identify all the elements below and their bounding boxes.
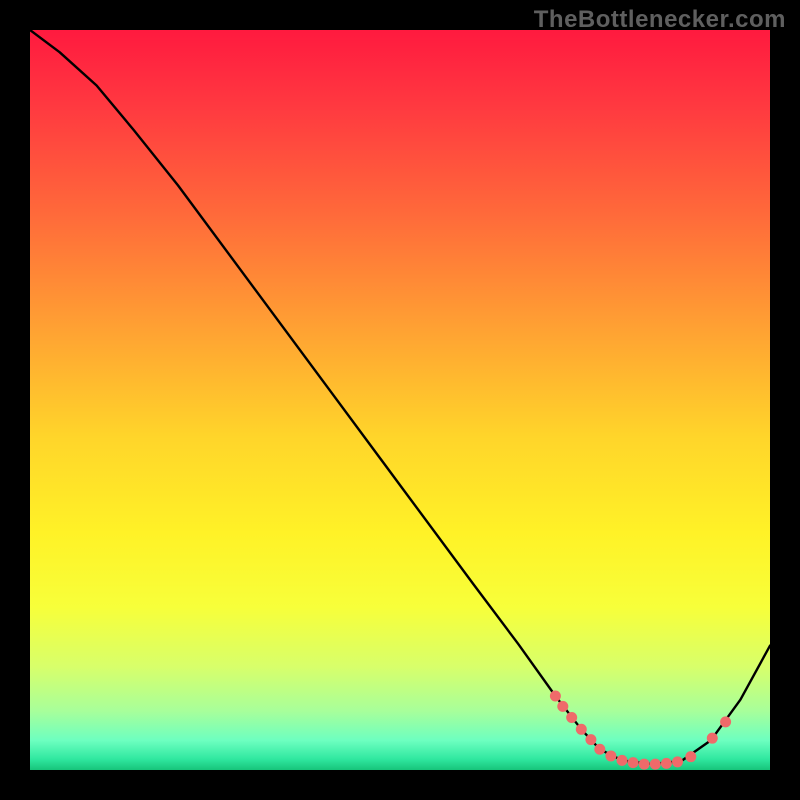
- curve-marker: [673, 757, 683, 767]
- curve-marker: [686, 752, 696, 762]
- plot-svg: [30, 30, 770, 770]
- curve-marker: [567, 712, 577, 722]
- curve-marker: [595, 744, 605, 754]
- curve-marker: [707, 733, 717, 743]
- plot-area: [30, 30, 770, 770]
- curve-marker: [721, 717, 731, 727]
- curve-marker: [639, 759, 649, 769]
- curve-marker: [628, 758, 638, 768]
- curve-marker: [558, 701, 568, 711]
- curve-marker: [650, 759, 660, 769]
- curve-marker: [606, 751, 616, 761]
- curve-marker: [550, 691, 560, 701]
- curve-marker: [661, 758, 671, 768]
- curve-marker: [576, 724, 586, 734]
- watermark-text: TheBottlenecker.com: [534, 6, 786, 34]
- curve-marker: [586, 735, 596, 745]
- curve-marker: [617, 755, 627, 765]
